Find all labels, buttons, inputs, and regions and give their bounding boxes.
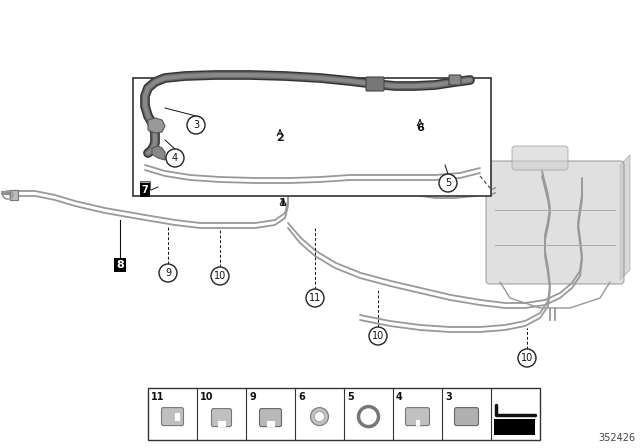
Circle shape <box>211 267 229 285</box>
Text: 6: 6 <box>298 392 305 402</box>
Circle shape <box>159 264 177 282</box>
Circle shape <box>439 174 457 192</box>
FancyBboxPatch shape <box>512 146 568 170</box>
FancyBboxPatch shape <box>161 408 184 426</box>
Bar <box>10 190 18 200</box>
Text: 10: 10 <box>214 271 226 281</box>
Circle shape <box>310 408 328 426</box>
Text: 3: 3 <box>193 120 199 130</box>
Bar <box>175 413 179 421</box>
Text: 11: 11 <box>309 293 321 303</box>
Polygon shape <box>148 118 165 133</box>
Polygon shape <box>152 146 165 160</box>
Text: 352426: 352426 <box>598 433 635 443</box>
Bar <box>218 421 225 426</box>
Text: 3: 3 <box>445 392 452 402</box>
Text: 2: 2 <box>276 133 284 143</box>
Circle shape <box>187 116 205 134</box>
FancyBboxPatch shape <box>486 161 624 284</box>
Text: 4: 4 <box>172 153 178 163</box>
Text: 10: 10 <box>200 392 214 402</box>
Bar <box>148 388 540 440</box>
FancyBboxPatch shape <box>211 409 232 426</box>
FancyBboxPatch shape <box>449 75 461 85</box>
Polygon shape <box>620 155 630 280</box>
Text: 9: 9 <box>165 268 171 278</box>
Text: 9: 9 <box>249 392 256 402</box>
Text: 7: 7 <box>141 185 148 195</box>
Bar <box>133 78 491 196</box>
Circle shape <box>166 149 184 167</box>
Text: 1: 1 <box>279 198 287 208</box>
Text: 11: 11 <box>151 392 164 402</box>
FancyBboxPatch shape <box>406 408 429 426</box>
Circle shape <box>518 349 536 367</box>
Text: 6: 6 <box>416 123 424 133</box>
Circle shape <box>369 327 387 345</box>
Text: 5: 5 <box>445 178 451 188</box>
Text: 5: 5 <box>347 392 354 402</box>
Bar <box>415 420 419 426</box>
FancyBboxPatch shape <box>366 77 384 91</box>
Bar <box>266 421 275 426</box>
Text: 4: 4 <box>396 392 403 402</box>
Text: 10: 10 <box>372 331 384 341</box>
Circle shape <box>314 412 324 422</box>
Bar <box>494 419 535 435</box>
Bar <box>140 181 150 189</box>
Text: 10: 10 <box>521 353 533 363</box>
Text: 8: 8 <box>116 260 124 270</box>
Circle shape <box>306 289 324 307</box>
FancyBboxPatch shape <box>259 409 282 426</box>
FancyBboxPatch shape <box>454 408 479 426</box>
